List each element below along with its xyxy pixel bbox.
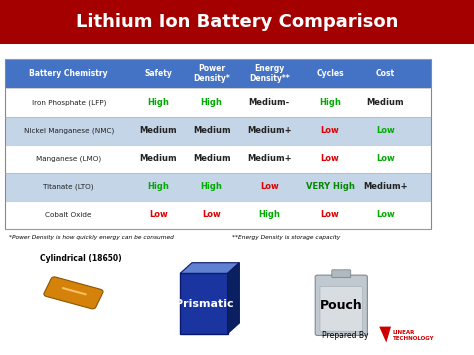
Text: Low: Low xyxy=(320,154,339,163)
Text: Low: Low xyxy=(260,182,279,191)
Text: *Power Density is how quickly energy can be consumed: *Power Density is how quickly energy can… xyxy=(9,235,174,240)
Text: High: High xyxy=(201,98,223,107)
Text: Medium+: Medium+ xyxy=(363,182,408,191)
Text: Energy
Density**: Energy Density** xyxy=(249,64,290,83)
Text: Low: Low xyxy=(376,154,395,163)
FancyBboxPatch shape xyxy=(5,59,431,88)
FancyBboxPatch shape xyxy=(332,270,351,278)
Text: Cycles: Cycles xyxy=(316,69,344,78)
Text: Medium+: Medium+ xyxy=(247,154,292,163)
Text: Prepared By: Prepared By xyxy=(322,331,369,340)
Text: Safety: Safety xyxy=(145,69,172,78)
Text: Low: Low xyxy=(202,211,221,219)
FancyBboxPatch shape xyxy=(0,0,474,44)
Text: Medium: Medium xyxy=(367,98,404,107)
Polygon shape xyxy=(228,263,239,334)
Text: Prismatic: Prismatic xyxy=(174,299,233,308)
Text: Manganese (LMO): Manganese (LMO) xyxy=(36,155,101,162)
Text: Medium: Medium xyxy=(193,126,230,135)
FancyBboxPatch shape xyxy=(5,201,431,229)
Text: VERY High: VERY High xyxy=(306,182,355,191)
FancyBboxPatch shape xyxy=(5,173,431,201)
FancyBboxPatch shape xyxy=(5,144,431,173)
Text: High: High xyxy=(147,98,169,107)
Text: High: High xyxy=(201,182,223,191)
Text: Pouch: Pouch xyxy=(320,299,363,312)
Polygon shape xyxy=(180,263,239,273)
Text: Titanate (LTO): Titanate (LTO) xyxy=(44,184,94,190)
Text: Medium: Medium xyxy=(139,126,177,135)
Text: Iron Phosphate (LFP): Iron Phosphate (LFP) xyxy=(32,99,106,106)
Text: Low: Low xyxy=(320,126,339,135)
FancyBboxPatch shape xyxy=(315,275,367,335)
Text: Power
Density*: Power Density* xyxy=(193,64,230,83)
Text: Medium: Medium xyxy=(193,154,230,163)
FancyBboxPatch shape xyxy=(5,88,431,116)
FancyBboxPatch shape xyxy=(5,116,431,144)
Text: Medium+: Medium+ xyxy=(247,126,292,135)
Text: Cylindrical (18650): Cylindrical (18650) xyxy=(40,254,121,263)
Text: **Energy Density is storage capacity: **Energy Density is storage capacity xyxy=(232,235,340,240)
Text: Medium-: Medium- xyxy=(248,98,290,107)
Text: Low: Low xyxy=(149,211,168,219)
Text: Lithium Ion Battery Comparison: Lithium Ion Battery Comparison xyxy=(76,13,398,31)
FancyBboxPatch shape xyxy=(44,277,103,309)
FancyBboxPatch shape xyxy=(180,273,228,334)
Polygon shape xyxy=(379,327,391,343)
Text: High: High xyxy=(258,211,280,219)
Text: High: High xyxy=(147,182,169,191)
Text: LINEAR
TECHNOLOGY: LINEAR TECHNOLOGY xyxy=(392,330,434,341)
Text: High: High xyxy=(319,98,341,107)
Text: Cost: Cost xyxy=(376,69,395,78)
Text: Cobalt Oxide: Cobalt Oxide xyxy=(46,212,92,218)
Text: Low: Low xyxy=(320,211,339,219)
FancyBboxPatch shape xyxy=(320,286,363,331)
Text: Battery Chemistry: Battery Chemistry xyxy=(29,69,108,78)
Text: Low: Low xyxy=(376,126,395,135)
Text: Nickel Manganese (NMC): Nickel Manganese (NMC) xyxy=(24,127,114,134)
Text: Medium: Medium xyxy=(139,154,177,163)
Text: Low: Low xyxy=(376,211,395,219)
